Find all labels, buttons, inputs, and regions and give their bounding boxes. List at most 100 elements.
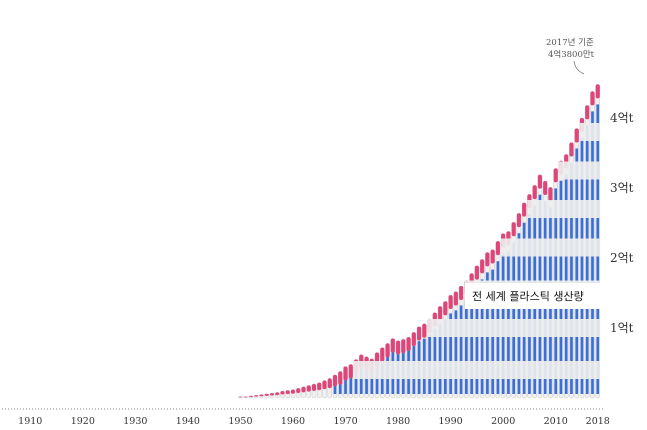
bar [453, 291, 459, 399]
bar-cap [543, 181, 548, 195]
bar [422, 323, 427, 399]
bar-cap [385, 343, 390, 358]
bar-blue-fill [333, 383, 337, 394]
bar-cap [595, 84, 600, 99]
bar [511, 222, 516, 399]
bar-blue-fill [454, 310, 458, 394]
bar-cap [332, 374, 338, 387]
bar [248, 395, 254, 399]
bar-cap [522, 202, 527, 217]
bar-cap [322, 380, 327, 390]
bar-blue-fill [465, 300, 468, 394]
bar-blue-fill [470, 293, 473, 394]
series-legend-box: 전 세계 플라스틱 생산량 [465, 283, 607, 309]
bar-cap [248, 395, 254, 397]
bar-cap [348, 364, 353, 379]
x-tick-label: 1950 [228, 416, 252, 427]
bar-cap [574, 128, 579, 143]
bar-cap [306, 385, 311, 392]
bar-blue-fill [580, 138, 584, 394]
x-tick-label: 1960 [281, 416, 305, 427]
bar-blue-fill [449, 313, 452, 394]
bar-blue-fill [585, 125, 589, 395]
bar-cap [490, 249, 495, 264]
bar-cap [280, 391, 285, 395]
y-tick-label: 4억t [610, 111, 634, 125]
legend-box-background [465, 283, 607, 309]
annotation-2017: 2017년 기준 4억3800만t [546, 37, 595, 75]
bar-cap [401, 339, 406, 354]
bar [301, 386, 306, 399]
bar-cap [548, 187, 553, 202]
bar [264, 393, 270, 399]
bar-cap [327, 378, 332, 389]
bar-cap [443, 301, 448, 316]
bar [290, 389, 296, 399]
bar-cap [459, 286, 464, 300]
bar-blue-fill [475, 285, 479, 394]
bar-cap [254, 395, 259, 397]
bar-cap [411, 332, 416, 347]
bar-cap [453, 291, 458, 306]
bar-blue-fill [512, 242, 516, 394]
bar [569, 142, 574, 399]
bar [332, 374, 338, 399]
bar-cap [422, 323, 427, 338]
bar-cap [537, 174, 542, 189]
bar-cap [296, 388, 301, 394]
bar-cap [448, 295, 453, 310]
x-tick-label: 1920 [71, 416, 95, 427]
bar [243, 396, 248, 399]
y-tick-label: 1억t [610, 321, 634, 335]
x-tick-label: 1910 [18, 416, 42, 427]
bar [306, 385, 312, 399]
bar-blue-fill [459, 305, 463, 394]
bar-cap [585, 105, 590, 120]
x-axis: 1910 1920 1930 1940 1950 1960 1970 1980 1990 2000… [2, 408, 610, 427]
bar-cap [290, 389, 296, 394]
bar [238, 396, 243, 399]
bar-cap [516, 213, 521, 228]
y-tick-label: 3억t [610, 181, 634, 195]
bar-cap [238, 396, 243, 398]
y-tick-label: 2억t [610, 251, 634, 265]
bar-blue-fill [517, 233, 521, 394]
bar [269, 392, 275, 399]
bar-cap [259, 394, 264, 397]
bar [458, 285, 464, 399]
bar-cap [480, 259, 485, 274]
bar [348, 364, 354, 399]
bar-blue-fill [570, 162, 573, 394]
x-tick-label: 1940 [176, 416, 200, 427]
x-tick-label: 2018 [586, 416, 610, 427]
bar [443, 301, 448, 399]
bar-cap [301, 386, 306, 393]
bar-blue-fill [575, 148, 579, 394]
bar-cap [485, 252, 490, 267]
bar-cap [590, 91, 595, 106]
bar-blue-fill [338, 380, 342, 394]
bar [327, 378, 333, 399]
series-label: 전 세계 플라스틱 생산량 [472, 290, 584, 303]
bar-blue-fill [349, 374, 353, 394]
bar-cap [511, 222, 516, 237]
bar [285, 390, 291, 399]
band [501, 238, 600, 257]
bar-cap [311, 384, 317, 391]
bar [448, 294, 453, 399]
bar-blue-fill [370, 369, 374, 394]
bar [579, 117, 585, 399]
bar-cap [243, 396, 248, 398]
bar-cap [275, 392, 280, 396]
band [353, 361, 600, 379]
annotation-line1: 2017년 기준 [546, 37, 594, 48]
x-tick-label: 1970 [333, 416, 357, 427]
bar-cap [495, 241, 500, 256]
bar-cap [569, 142, 574, 157]
x-tick-label: 2010 [544, 416, 568, 427]
bar-cap [338, 371, 343, 385]
bar-cap [317, 382, 322, 391]
bar [253, 394, 259, 399]
bar-blue-fill [354, 370, 358, 394]
